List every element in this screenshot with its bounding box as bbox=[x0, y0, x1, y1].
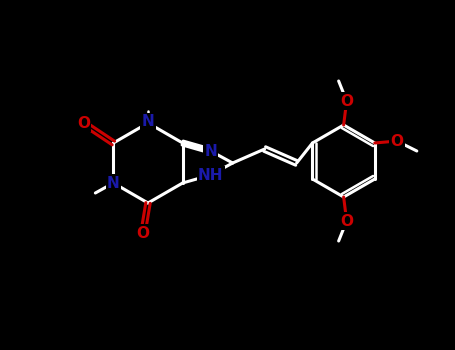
Text: O: O bbox=[390, 133, 403, 148]
Text: NH: NH bbox=[198, 168, 223, 182]
Text: N: N bbox=[107, 175, 120, 190]
Text: O: O bbox=[340, 214, 353, 229]
Text: O: O bbox=[136, 225, 150, 240]
Text: N: N bbox=[204, 144, 217, 159]
Text: O: O bbox=[340, 93, 353, 108]
Text: O: O bbox=[77, 116, 90, 131]
Text: N: N bbox=[142, 116, 154, 131]
Text: N: N bbox=[142, 114, 154, 130]
